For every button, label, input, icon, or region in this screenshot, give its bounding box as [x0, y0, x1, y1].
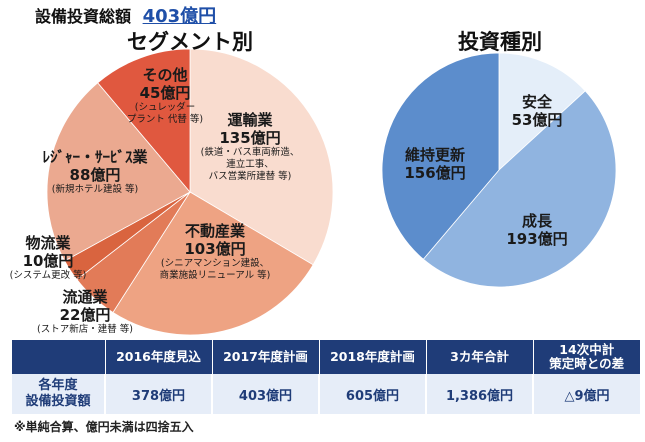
pie-slice [498, 52, 586, 171]
col-header: 2017年度計画 [211, 340, 319, 374]
header-title: 設備投資総額 [35, 7, 132, 26]
value-label: 156億円 [404, 164, 466, 182]
slice-note: (鉄道・バス車両新造、 連立工事、 バス営業所建替 等) [200, 147, 300, 182]
category-label: 不動産業 [184, 222, 246, 240]
cell: 605億円 [318, 374, 426, 414]
chart-title: セグメント別 [127, 30, 253, 54]
category-label: 運輸業 [227, 111, 273, 129]
footnote: ※単純合算、億円未満は四捨五入 [14, 420, 194, 434]
slice-label: 安全 53億円 [512, 93, 563, 129]
slice-label: 運輸業 135億円 (鉄道・バス車両新造、 連立工事、 バス営業所建替 等) [201, 111, 300, 183]
pie-slice [422, 90, 617, 288]
table: 2016年度見込 2017年度計画 2018年度計画 3カ年合計 14次中計 策… [12, 340, 640, 414]
chart-title: 投資種別 [458, 30, 542, 54]
table-header: 2016年度見込 2017年度計画 2018年度計画 3カ年合計 14次中計 策… [12, 340, 640, 374]
corner [12, 340, 105, 374]
cell: 1,386億円 [425, 374, 533, 414]
category-label: 流通業 [62, 288, 108, 306]
pie-slice [97, 48, 191, 194]
header-total: 403億円 [142, 6, 217, 27]
pie-slice [46, 82, 191, 262]
col-header: 2018年度計画 [318, 340, 426, 374]
value-label: 10億円 [22, 252, 74, 270]
header: 設備投資総額 403億円 [35, 2, 216, 28]
slice-note: (シニアマンション建設、 商業施設リニューアル 等) [159, 258, 271, 281]
category-label: 維持更新 [404, 146, 465, 164]
col-header: 14次中計 策定時との差 [532, 340, 640, 374]
value-label: 53億円 [511, 111, 563, 129]
category-label: ﾚｼﾞｬｰ・ｻｰﾋﾞｽ業 [42, 148, 148, 166]
col-header: 2016年度見込 [104, 340, 212, 374]
slice-label: 物流業 10億円 (システム更改 等) [10, 234, 87, 282]
value-label: 193億円 [506, 230, 568, 248]
slice-label: 不動産業 103億円 (シニアマンション建設、 商業施設リニューアル 等) [160, 222, 271, 282]
slice-note: (システム更改 等) [9, 270, 87, 281]
col-header: 3カ年合計 [425, 340, 533, 374]
value-label: 88億円 [69, 166, 121, 184]
table-row: 各年度 設備投資額 378億円 403億円 605億円 1,386億円 △9億円 [12, 374, 640, 414]
category-label: 物流業 [25, 234, 71, 252]
pie-slice [112, 191, 314, 336]
slice-label: その他 45億円 (シュレッダー プラント 代替 等) [127, 66, 203, 126]
cell: △9億円 [532, 374, 640, 414]
value-label: 22億円 [59, 306, 111, 324]
pie-slice [189, 48, 334, 266]
slice-note: (ストア新店・建替 等) [37, 324, 133, 335]
category-label: 成長 [521, 212, 552, 230]
value-label: 135億円 [219, 129, 281, 147]
row-label: 各年度 設備投資額 [12, 374, 105, 414]
slice-note: (新規ホテル建設 等) [51, 184, 139, 195]
cell: 378億円 [104, 374, 212, 414]
cell: 403億円 [211, 374, 319, 414]
slice-label: 維持更新 156億円 [404, 146, 465, 182]
slice-label: 流通業 22億円 (ストア新店・建替 等) [37, 288, 133, 336]
category-label: その他 [142, 66, 188, 84]
pie-slice [381, 52, 500, 260]
slice-label: 成長 193億円 [506, 212, 567, 248]
value-label: 103億円 [184, 240, 246, 258]
slice-label: ﾚｼﾞｬｰ・ｻｰﾋﾞｽ業 88億円 (新規ホテル建設 等) [42, 148, 147, 196]
category-label: 安全 [521, 93, 552, 111]
slice-note: (シュレッダー プラント 代替 等) [126, 102, 204, 125]
value-label: 45億円 [139, 84, 191, 102]
